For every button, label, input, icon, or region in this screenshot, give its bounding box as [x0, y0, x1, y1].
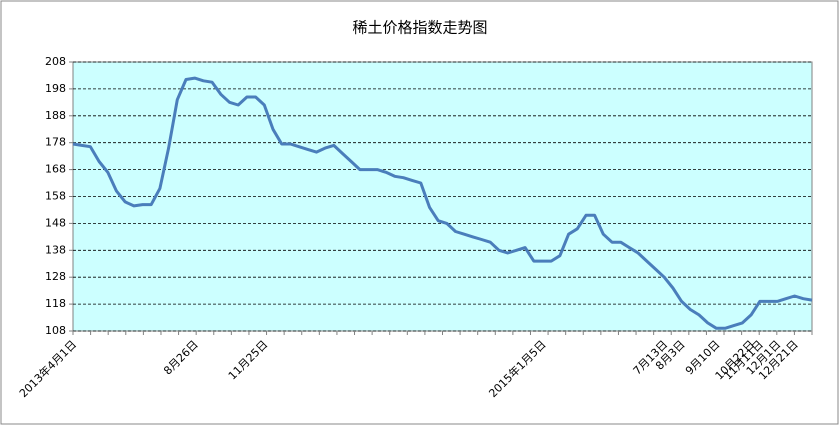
- y-tick-label: 108: [45, 324, 66, 337]
- y-tick-label: 208: [45, 55, 66, 68]
- y-tick-label: 118: [45, 297, 66, 310]
- y-tick-label: 128: [45, 270, 66, 283]
- line-series: [72, 76, 813, 330]
- y-tick-label: 158: [45, 190, 66, 203]
- y-tick-label: 188: [45, 109, 66, 122]
- y-tick-label: 178: [45, 136, 66, 149]
- y-tick-label: 198: [45, 82, 66, 95]
- y-tick-label: 148: [45, 216, 66, 229]
- y-tick-label: 138: [45, 243, 66, 256]
- y-tick-label: 168: [45, 163, 66, 176]
- chart-title: 稀土价格指数走势图: [352, 19, 487, 37]
